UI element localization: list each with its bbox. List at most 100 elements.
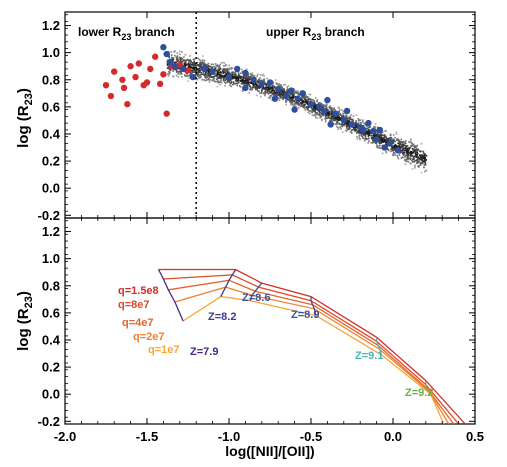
density-dot — [339, 113, 341, 116]
density-dot — [213, 65, 215, 68]
density-dot — [374, 125, 376, 128]
density-dot — [215, 80, 217, 83]
density-dot — [281, 91, 283, 94]
density-dot — [264, 94, 266, 97]
density-dot — [182, 59, 185, 61]
density-dot — [382, 140, 384, 143]
density-dot — [368, 140, 370, 142]
density-dot — [222, 78, 225, 81]
density-dot — [397, 157, 400, 160]
density-dot — [271, 86, 273, 89]
density-dot — [319, 111, 321, 114]
density-dot — [199, 74, 201, 77]
density-dot — [238, 85, 241, 87]
density-dot — [200, 71, 202, 74]
density-dot — [356, 131, 359, 133]
density-dot — [418, 160, 420, 163]
scatter-point — [343, 107, 351, 115]
density-dot — [313, 106, 315, 108]
density-dot — [290, 102, 292, 105]
density-dot — [205, 79, 208, 82]
density-dot — [230, 85, 233, 88]
density-dot — [190, 69, 193, 72]
density-dot — [257, 86, 260, 89]
scatter-point — [209, 68, 216, 75]
density-dot — [358, 118, 361, 121]
density-dot — [240, 82, 243, 85]
density-dot — [190, 61, 193, 63]
density-dot — [413, 167, 416, 169]
density-dot — [256, 89, 259, 92]
density-dot — [211, 79, 213, 82]
density-dot — [304, 103, 306, 106]
density-dot — [166, 64, 169, 66]
density-dot — [413, 160, 416, 162]
density-dot — [284, 91, 287, 94]
density-dot — [358, 136, 360, 139]
density-dot — [275, 82, 277, 84]
density-dot — [276, 95, 279, 97]
density-dot — [177, 73, 179, 75]
density-dot — [358, 134, 361, 137]
density-dot — [330, 112, 333, 114]
density-dot — [392, 153, 394, 156]
density-dot — [350, 129, 353, 132]
density-dot — [325, 117, 328, 120]
top-y-axis-label: log (R23) — [15, 88, 35, 148]
density-dot — [241, 79, 243, 81]
density-dot — [193, 67, 195, 69]
density-dot — [369, 129, 371, 132]
density-dot — [411, 144, 414, 147]
density-dot — [400, 146, 402, 148]
density-dot — [367, 137, 370, 140]
density-dot — [331, 116, 333, 119]
density-dot — [297, 93, 300, 96]
density-dot — [408, 148, 410, 151]
density-dot — [199, 70, 201, 73]
density-dot — [255, 85, 257, 88]
density-dot — [168, 67, 171, 70]
density-dot — [177, 59, 179, 62]
density-dot — [363, 132, 366, 134]
density-dot — [268, 85, 271, 87]
density-dot — [251, 74, 254, 77]
density-dot — [379, 144, 381, 147]
scatter-point — [327, 121, 334, 128]
density-dot — [218, 76, 221, 79]
density-dot — [395, 133, 398, 135]
density-dot — [170, 54, 173, 56]
scatter-point — [143, 79, 151, 86]
density-dot — [222, 77, 225, 80]
density-dot — [390, 150, 392, 153]
scatter-point — [307, 100, 315, 108]
density-dot — [237, 81, 240, 84]
density-dot — [238, 72, 240, 75]
density-dot — [239, 77, 242, 80]
density-dot — [416, 160, 419, 162]
density-dot — [339, 112, 341, 115]
density-dot — [175, 74, 178, 77]
scatter-point — [127, 63, 134, 70]
density-dot — [241, 70, 244, 73]
density-dot — [417, 161, 420, 163]
density-dot — [285, 103, 288, 106]
density-dot — [232, 77, 234, 80]
density-dot — [266, 90, 269, 92]
density-dot — [393, 145, 396, 148]
x-tick-label: -2.0 — [54, 429, 76, 444]
density-dot — [204, 79, 206, 82]
density-dot — [222, 65, 225, 67]
density-dot — [254, 87, 257, 89]
density-dot — [191, 69, 194, 72]
density-dot — [202, 71, 205, 73]
density-dot — [290, 99, 292, 102]
density-dot — [383, 134, 386, 137]
density-dot — [421, 160, 424, 163]
density-dot — [404, 163, 407, 166]
density-dot — [373, 141, 375, 143]
density-dot — [251, 87, 254, 89]
density-dot — [265, 89, 268, 91]
density-dot — [168, 73, 170, 76]
density-dot — [244, 76, 247, 78]
density-dot — [397, 145, 400, 147]
